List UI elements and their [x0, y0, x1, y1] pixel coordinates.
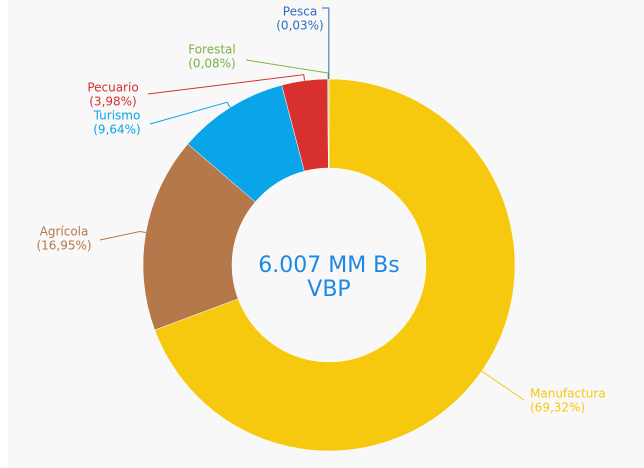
slice-value-label: (0,03%): [276, 19, 323, 33]
slice-value-label: (0,08%): [188, 57, 235, 71]
slice-label: Agrícola: [40, 225, 89, 239]
center-text: VBP: [307, 277, 350, 302]
leader-line: [149, 101, 231, 125]
leader-line: [245, 59, 329, 80]
leader-line: [322, 7, 330, 80]
slice-label: Turismo: [93, 109, 141, 123]
slice-value-label: (3,98%): [89, 95, 136, 109]
slice-label: Manufactura: [530, 387, 606, 401]
leader-line: [99, 230, 146, 241]
slice: [142, 143, 256, 331]
slice-label: Forestal: [188, 43, 236, 57]
leader-line: [147, 74, 306, 95]
slice-value-label: (16,95%): [36, 239, 91, 253]
slice-label: Pecuario: [87, 81, 138, 95]
slice-label: Pesca: [283, 5, 317, 19]
slice: [154, 78, 516, 452]
leader-line: [481, 370, 525, 401]
center-text: 6.007 MM Bs: [258, 253, 400, 278]
slice-value-label: (69,32%): [530, 401, 585, 415]
slice-value-label: (9,64%): [93, 123, 140, 137]
